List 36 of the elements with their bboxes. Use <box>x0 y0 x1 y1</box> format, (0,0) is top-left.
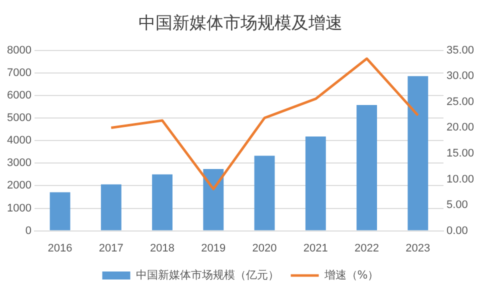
y2-tick-label: 5.00 <box>446 199 468 212</box>
x-tick-label: 2022 <box>354 242 380 254</box>
x-tick-label: 2020 <box>252 242 277 254</box>
y2-tick-label: 20.00 <box>446 122 474 134</box>
y2-tick-label: 10.00 <box>446 173 474 186</box>
y2-tick-label: 35.00 <box>446 44 474 56</box>
y2-tick-label: 15.00 <box>446 148 474 160</box>
y-tick-label: 7000 <box>6 66 32 79</box>
y-tick-label: 5000 <box>6 112 32 124</box>
bar <box>152 174 173 230</box>
chart-title: 中国新媒体市场规模及增速 <box>138 14 342 34</box>
y2-tick-label: 0.00 <box>446 224 468 237</box>
x-tick-label: 2016 <box>48 242 72 254</box>
x-tick-label: 2023 <box>406 242 430 254</box>
y-tick-label: 8000 <box>6 44 32 56</box>
y-tick-label: 1000 <box>6 202 32 214</box>
x-tick-label: 2021 <box>303 242 328 254</box>
bar <box>254 156 275 230</box>
bar <box>50 192 70 230</box>
bar <box>100 184 122 230</box>
y-tick-label: 3000 <box>6 157 32 170</box>
y-tick-label: 6000 <box>6 90 32 102</box>
x-tick-label: 2018 <box>150 242 175 254</box>
x-tick-label: 2017 <box>98 242 124 254</box>
y-tick-label: 2000 <box>6 180 32 192</box>
bar <box>305 136 326 230</box>
y-tick-label: 4000 <box>6 134 32 147</box>
y-tick-label: 0 <box>25 224 32 237</box>
y2-tick-label: 30.00 <box>446 70 474 82</box>
bar <box>356 104 378 230</box>
y2-tick-label: 25.00 <box>446 96 474 108</box>
bar <box>408 76 428 230</box>
legend-label: 增速（%） <box>323 268 379 282</box>
bar <box>203 169 224 230</box>
x-tick-label: 2019 <box>201 242 226 254</box>
legend-label: 中国新媒体市场规模（亿元） <box>136 268 279 282</box>
